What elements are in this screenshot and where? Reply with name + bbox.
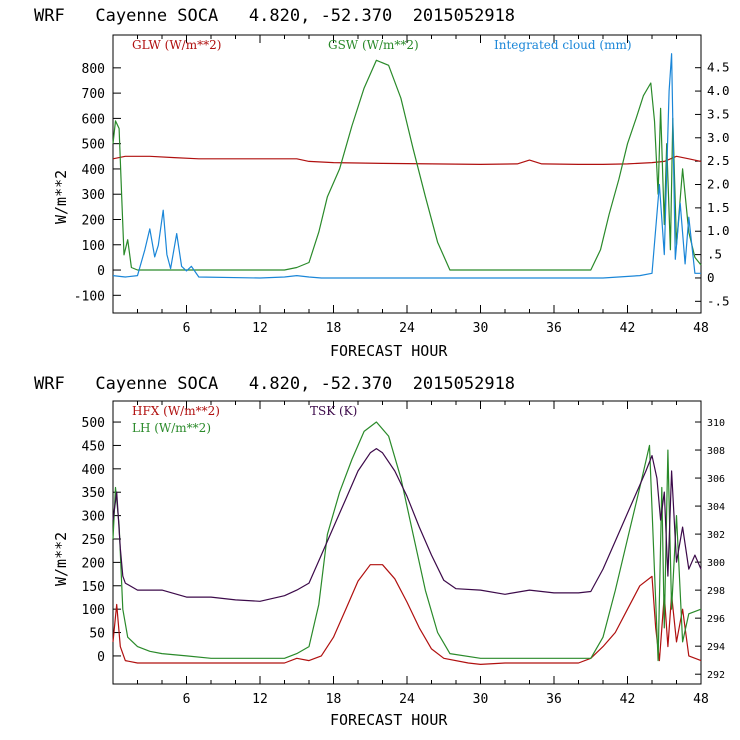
bottom-right-axis: 292 294 296 298 300 302 304 306 308 310 — [695, 418, 725, 681]
bottom-x-tick-label: 6 — [183, 692, 191, 707]
top-y-tick-label: 200 — [82, 213, 105, 228]
bottom-right-tick-label: 294 — [707, 642, 725, 653]
top-y-tick-label: 700 — [82, 87, 105, 102]
top-legend-gsw: GSW (W/m**2) — [328, 38, 419, 52]
top-right-tick-label: 3.5 — [707, 106, 730, 121]
bottom-y-tick-label: 100 — [82, 603, 105, 618]
bottom-x-tick-label: 48 — [693, 692, 709, 707]
top-chart: WRF Cayenne SOCA 4.820, -52.370 20150529… — [34, 6, 730, 360]
bottom-x-axis: 6 12 18 24 30 36 42 48 — [137, 401, 709, 707]
top-series-group — [112, 53, 702, 279]
bottom-right-tick-label: 310 — [707, 418, 725, 429]
top-series-glw-line — [112, 155, 702, 165]
bottom-left-axis: 0 50 100 150 200 250 300 350 400 450 500 — [82, 416, 121, 665]
top-y-tick-label: 600 — [82, 112, 105, 127]
top-y-tick-label: -100 — [74, 289, 105, 304]
bottom-x-tick-label: 18 — [326, 692, 342, 707]
top-right-tick-label: 2.5 — [707, 153, 730, 168]
top-x-axis: 6 12 18 24 30 36 42 48 — [137, 35, 709, 336]
bottom-right-tick-label: 302 — [707, 530, 725, 541]
top-plot-frame — [112, 34, 702, 314]
top-x-axis-label: FORECAST HOUR — [330, 342, 448, 360]
bottom-legend-hfx: HFX (W/m**2) — [132, 404, 220, 418]
top-right-tick-label: .5 — [707, 247, 722, 262]
top-right-tick-label: 1.5 — [707, 200, 730, 215]
top-x-tick-label: 30 — [473, 321, 489, 336]
top-right-tick-label: 1.0 — [707, 223, 730, 238]
top-y-tick-label: 100 — [82, 239, 105, 254]
top-x-tick-label: 12 — [252, 321, 268, 336]
bottom-y-tick-label: 50 — [89, 627, 105, 642]
top-x-tick-label: 42 — [620, 321, 636, 336]
bottom-y-tick-label: 300 — [82, 510, 105, 525]
bottom-chart-title: WRF Cayenne SOCA 4.820, -52.370 20150529… — [34, 374, 515, 394]
bottom-right-tick-label: 306 — [707, 474, 725, 485]
bottom-x-tick-label: 24 — [399, 692, 415, 707]
bottom-y-tick-label: 250 — [82, 533, 105, 548]
top-y-tick-label: 300 — [82, 188, 105, 203]
bottom-right-tick-label: 304 — [707, 502, 725, 513]
bottom-chart: WRF Cayenne SOCA 4.820, -52.370 20150529… — [34, 374, 725, 729]
top-y-axis-label: W/m**2 — [52, 170, 70, 224]
top-series-integrated-line — [112, 53, 701, 279]
top-right-tick-label: -.5 — [707, 293, 730, 308]
bottom-y-tick-label: 400 — [82, 463, 105, 478]
bottom-x-axis-label: FORECAST HOUR — [330, 711, 448, 729]
bottom-y-tick-label: 450 — [82, 439, 105, 454]
top-right-axis: -.5 0 .5 1.0 1.5 2.0 2.5 3.0 3.5 4.0 4.5 — [695, 60, 730, 308]
bottom-y-tick-label: 200 — [82, 556, 105, 571]
top-y-tick-label: 500 — [82, 138, 105, 153]
bottom-legend-lh: LH (W/m**2) — [132, 421, 211, 435]
top-y-tick-label: 400 — [82, 163, 105, 178]
top-series-gsw-line — [112, 59, 702, 271]
bottom-plot-frame — [112, 400, 702, 685]
bottom-series-hfx-line — [112, 564, 702, 666]
bottom-series-group — [112, 421, 702, 666]
bottom-series-tsk-line — [112, 448, 702, 602]
bottom-right-tick-label: 298 — [707, 586, 725, 597]
top-legend-glw: GLW (W/m**2) — [132, 38, 221, 52]
bottom-x-tick-label: 12 — [252, 692, 268, 707]
top-legend-cloud: Integrated cloud (mm) — [494, 38, 632, 52]
top-right-tick-label: 2.0 — [707, 177, 730, 192]
bottom-x-tick-label: 36 — [546, 692, 562, 707]
top-x-tick-label: 24 — [399, 321, 415, 336]
bottom-right-tick-label: 292 — [707, 670, 725, 681]
bottom-x-tick-label: 30 — [473, 692, 489, 707]
bottom-y-tick-label: 350 — [82, 486, 105, 501]
bottom-y-axis-label: W/m**2 — [52, 532, 70, 586]
bottom-x-tick-label: 42 — [620, 692, 636, 707]
top-right-tick-label: 3.0 — [707, 130, 730, 145]
bottom-legend-tsk: TSK (K) — [310, 404, 357, 418]
top-chart-title: WRF Cayenne SOCA 4.820, -52.370 20150529… — [34, 6, 515, 26]
top-x-tick-label: 36 — [546, 321, 562, 336]
top-left-axis: -100 0 100 200 300 400 500 600 700 800 — [74, 62, 121, 304]
bottom-y-tick-label: 150 — [82, 580, 105, 595]
top-x-tick-label: 6 — [183, 321, 191, 336]
bottom-right-tick-label: 308 — [707, 446, 725, 457]
top-right-tick-label: 4.5 — [707, 60, 730, 75]
bottom-y-tick-label: 0 — [97, 650, 105, 665]
bottom-series-lh-line — [112, 421, 702, 662]
top-right-tick-label: 4.0 — [707, 83, 730, 98]
bottom-right-tick-label: 300 — [707, 558, 725, 569]
top-y-tick-label: 0 — [97, 264, 105, 279]
top-x-tick-label: 18 — [326, 321, 342, 336]
top-x-tick-label: 48 — [693, 321, 709, 336]
bottom-right-tick-label: 296 — [707, 614, 725, 625]
top-y-tick-label: 800 — [82, 62, 105, 77]
top-right-tick-label: 0 — [707, 270, 715, 285]
bottom-y-tick-label: 500 — [82, 416, 105, 431]
